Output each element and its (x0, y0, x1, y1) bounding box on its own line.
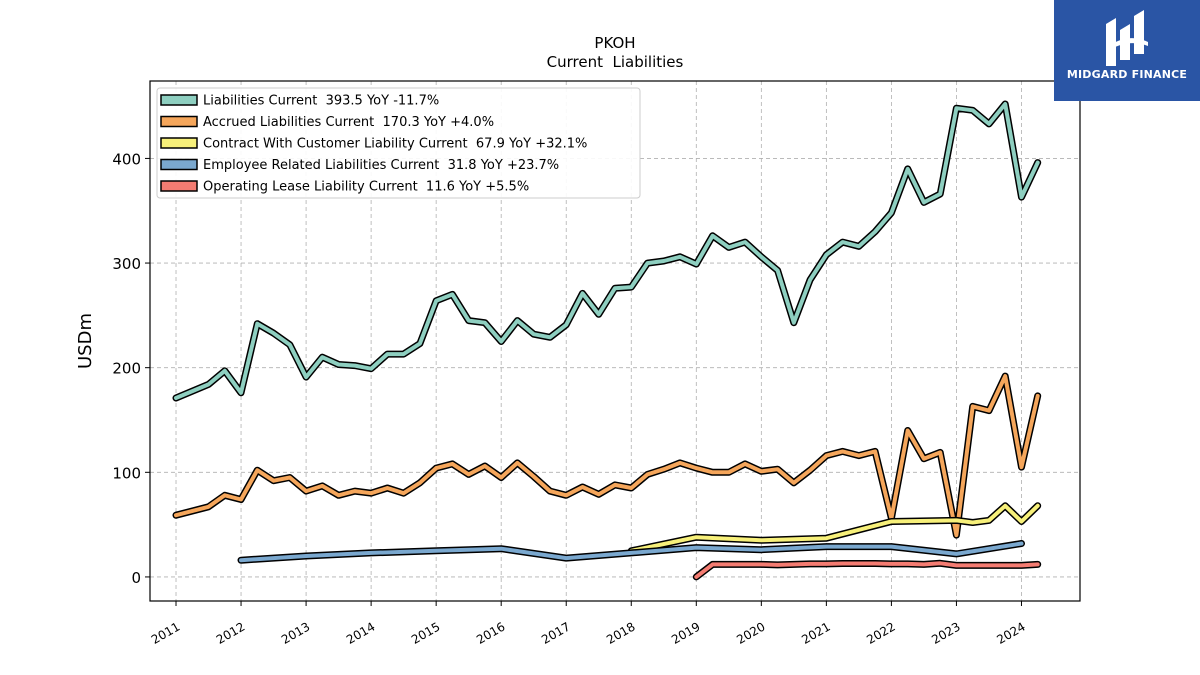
x-tick-label: 2019 (669, 620, 702, 647)
x-tick-label: 2021 (799, 620, 832, 647)
x-tick-label: 2016 (474, 620, 507, 647)
x-tick-label: 2012 (214, 620, 247, 647)
x-tick-label: 2024 (994, 620, 1027, 647)
legend-swatch-4 (160, 180, 198, 192)
legend-swatch-0 (160, 94, 198, 106)
series-line-1 (174, 374, 1040, 538)
series-line-2 (629, 503, 1040, 553)
y-tick-label: 400 (112, 150, 141, 168)
x-tick-label: 2022 (864, 620, 897, 647)
y-tick-label: 200 (112, 360, 141, 378)
series-line-0 (174, 102, 1040, 400)
y-tick-label: 100 (112, 464, 141, 482)
legend-box (156, 87, 641, 199)
y-axis-label: USDm (75, 313, 96, 369)
midgard-logo-icon (1106, 10, 1148, 66)
y-tick-label: 300 (112, 255, 141, 273)
legend-swatch-1 (160, 115, 198, 128)
x-tick-label: 2018 (604, 620, 637, 647)
x-tick-label: 2023 (929, 620, 962, 647)
plot-frame (149, 80, 1081, 602)
x-tick-label: 2011 (149, 620, 182, 647)
legend-label-3: Employee Related Liabilities Current 31.… (203, 158, 559, 173)
legend-label-2: Contract With Customer Liability Current… (203, 137, 587, 152)
chart-title: PKOH (594, 34, 635, 52)
x-tick-label: 2020 (734, 620, 767, 647)
y-tick-label: 0 (131, 569, 141, 587)
legend-swatch-3 (160, 158, 198, 171)
chart-subtitle: Current Liabilities (547, 53, 684, 71)
legend-swatch-2 (160, 137, 198, 149)
brand-logo: MIDGARD FINANCE (1054, 0, 1200, 101)
series-line-3 (239, 541, 1024, 563)
brand-name: MIDGARD FINANCE (1066, 68, 1188, 81)
x-tick-label: 2017 (539, 620, 572, 647)
legend: Liabilities Current 393.5 YoY -11.7% Accr… (156, 87, 641, 199)
x-tick-label: 2013 (279, 620, 312, 647)
series-line-4 (694, 561, 1040, 579)
legend-label-1: Accrued Liabilities Current 170.3 YoY +4… (203, 115, 494, 130)
x-tick-label: 2015 (409, 620, 442, 647)
series-outline-1 (172, 372, 1042, 539)
legend-label-4: Operating Lease Liability Current 11.6 Y… (203, 180, 529, 195)
x-tick-label: 2014 (344, 620, 377, 647)
legend-label-0: Liabilities Current 393.5 YoY -11.7% (203, 94, 439, 109)
